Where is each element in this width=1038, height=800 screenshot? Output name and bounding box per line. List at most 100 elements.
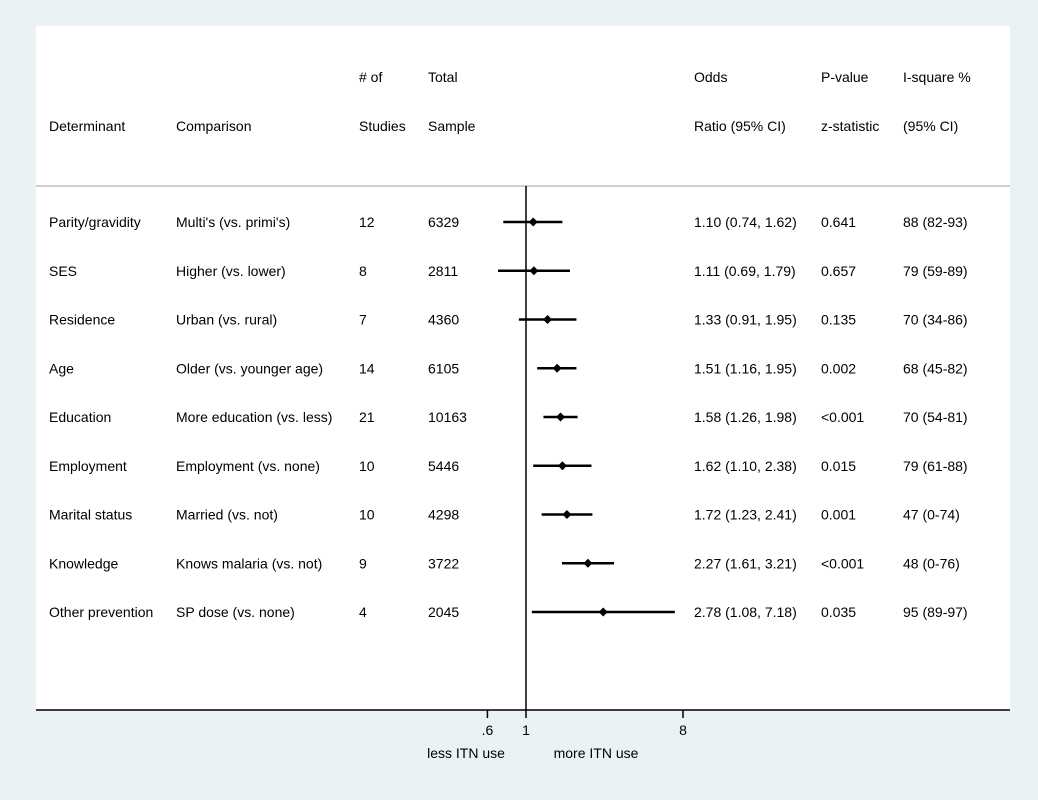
cell-sample: 2811 xyxy=(428,263,458,279)
cell-studies: 10 xyxy=(359,507,375,523)
cell-or-text: 1.58 (1.26, 1.98) xyxy=(694,409,797,425)
point-estimate-diamond xyxy=(556,412,566,422)
cell-comparison: SP dose (vs. none) xyxy=(176,604,295,620)
point-estimate-diamond xyxy=(528,217,538,227)
cell-i2: 48 (0-76) xyxy=(903,555,960,571)
cell-or-text: 1.10 (0.74, 1.62) xyxy=(694,214,797,230)
axis-label-more: more ITN use xyxy=(554,745,639,761)
cell-or-text: 1.62 (1.10, 2.38) xyxy=(694,458,797,474)
cell-p: 0.641 xyxy=(821,214,856,230)
header-p-line2: z-statistic xyxy=(821,118,879,134)
cell-i2: 47 (0-74) xyxy=(903,507,960,523)
cell-studies: 21 xyxy=(359,409,375,425)
x-tick-label: .6 xyxy=(482,722,494,738)
cell-comparison: Knows malaria (vs. not) xyxy=(176,555,322,571)
table-row: Knowledge Knows malaria (vs. not) 9 3722 2.2… xyxy=(49,555,960,571)
cell-determinant: Education xyxy=(49,409,111,425)
cell-p: 0.002 xyxy=(821,360,856,376)
header-p-line1: P-value xyxy=(821,69,869,85)
cell-comparison: Higher (vs. lower) xyxy=(176,263,286,279)
point-estimate-diamond xyxy=(552,363,562,373)
cell-determinant: Age xyxy=(49,360,74,376)
cell-comparison: Urban (vs. rural) xyxy=(176,312,277,328)
header-sample-line2: Sample xyxy=(428,118,476,134)
header-studies-line1: # of xyxy=(359,69,382,85)
cell-sample: 4360 xyxy=(428,312,459,328)
cell-p: 0.015 xyxy=(821,458,856,474)
table-rows: Parity/gravidity Multi's (vs. primi's) 12 6… xyxy=(49,214,968,620)
header-or-line1: Odds xyxy=(694,69,727,85)
plot-panel xyxy=(36,26,1010,710)
cell-determinant: Parity/gravidity xyxy=(49,214,141,230)
x-tick-label: 8 xyxy=(679,722,687,738)
cell-determinant: Knowledge xyxy=(49,555,118,571)
cell-p: 0.135 xyxy=(821,312,856,328)
point-estimate-diamond xyxy=(557,461,567,471)
cell-determinant: Marital status xyxy=(49,507,132,523)
cell-sample: 6329 xyxy=(428,214,459,230)
table-row: Marital status Married (vs. not) 10 4298 1.7… xyxy=(49,507,960,523)
header-or-line2: Ratio (95% CI) xyxy=(694,118,786,134)
cell-i2: 70 (34-86) xyxy=(903,312,968,328)
cell-p: <0.001 xyxy=(821,409,864,425)
cell-or-text: 1.11 (0.69, 1.79) xyxy=(694,263,796,279)
table-row: Age Older (vs. younger age) 14 6105 1.51 (1.… xyxy=(49,360,968,376)
cell-studies: 8 xyxy=(359,263,367,279)
cell-i2: 70 (54-81) xyxy=(903,409,968,425)
cell-studies: 7 xyxy=(359,312,367,328)
header-i2-line1: I-square % xyxy=(903,69,971,85)
table-row: Other prevention SP dose (vs. none) 4 2045 2… xyxy=(49,604,968,620)
point-estimate-diamond xyxy=(598,607,608,617)
cell-p: 0.657 xyxy=(821,263,856,279)
cell-comparison: Older (vs. younger age) xyxy=(176,360,323,376)
header-i2-line2: (95% CI) xyxy=(903,118,958,134)
point-estimate-diamond xyxy=(529,266,539,276)
cell-sample: 3722 xyxy=(428,555,459,571)
cell-determinant: SES xyxy=(49,263,77,279)
forest-marks xyxy=(497,217,675,617)
cell-sample: 5446 xyxy=(428,458,459,474)
x-axis-ticks: .6 1 8 xyxy=(482,710,687,738)
cell-studies: 10 xyxy=(359,458,375,474)
cell-i2: 95 (89-97) xyxy=(903,604,968,620)
cell-determinant: Residence xyxy=(49,312,115,328)
cell-or-text: 1.72 (1.23, 2.41) xyxy=(694,507,797,523)
cell-comparison: Multi's (vs. primi's) xyxy=(176,214,290,230)
cell-i2: 68 (45-82) xyxy=(903,360,968,376)
header-comparison: Comparison xyxy=(176,118,251,134)
header-determinant: Determinant xyxy=(49,118,125,134)
table-row: Employment Employment (vs. none) 10 5446 1.6… xyxy=(49,458,968,474)
table-row: Residence Urban (vs. rural) 7 4360 1.33 (0.9… xyxy=(49,312,968,328)
cell-studies: 4 xyxy=(359,604,367,620)
cell-p: 0.035 xyxy=(821,604,856,620)
cell-sample: 4298 xyxy=(428,507,459,523)
table-row: SES Higher (vs. lower) 8 2811 1.11 (0.69, 1.… xyxy=(49,263,968,279)
cell-or-text: 1.33 (0.91, 1.95) xyxy=(694,312,797,328)
cell-comparison: More education (vs. less) xyxy=(176,409,332,425)
x-tick-label: 1 xyxy=(522,722,530,738)
point-estimate-diamond xyxy=(583,558,593,568)
table-row: Parity/gravidity Multi's (vs. primi's) 12 6… xyxy=(49,214,968,230)
cell-studies: 9 xyxy=(359,555,367,571)
header-sample-line1: Total xyxy=(428,69,458,85)
cell-comparison: Employment (vs. none) xyxy=(176,458,320,474)
cell-determinant: Employment xyxy=(49,458,127,474)
cell-i2: 79 (61-88) xyxy=(903,458,968,474)
cell-p: <0.001 xyxy=(821,555,864,571)
cell-sample: 10163 xyxy=(428,409,467,425)
axis-label-less: less ITN use xyxy=(427,745,505,761)
cell-or-text: 2.78 (1.08, 7.18) xyxy=(694,604,797,620)
header-studies-line2: Studies xyxy=(359,118,406,134)
cell-i2: 79 (59-89) xyxy=(903,263,968,279)
cell-or-text: 2.27 (1.61, 3.21) xyxy=(694,555,797,571)
cell-sample: 2045 xyxy=(428,604,459,620)
cell-studies: 14 xyxy=(359,360,375,376)
cell-studies: 12 xyxy=(359,214,375,230)
column-headers: # of Total Odds P-value I-square % Deter… xyxy=(49,69,971,134)
cell-i2: 88 (82-93) xyxy=(903,214,968,230)
point-estimate-diamond xyxy=(543,315,553,324)
cell-comparison: Married (vs. not) xyxy=(176,507,278,523)
table-row: Education More education (vs. less) 21 1016… xyxy=(49,409,968,425)
